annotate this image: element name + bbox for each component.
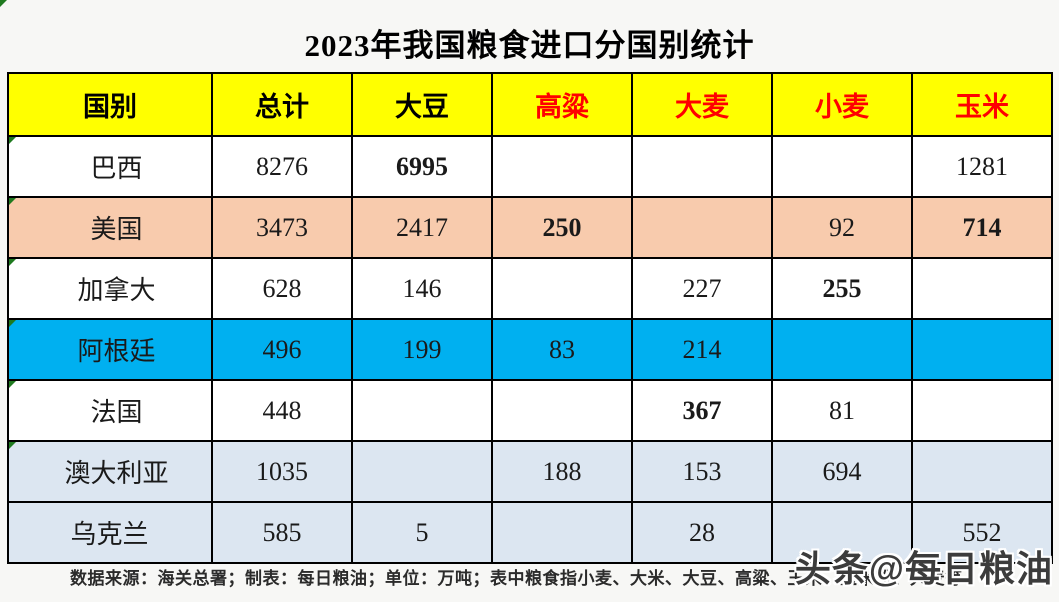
cell-corn: 714 bbox=[911, 196, 1053, 259]
cell-total: 1035 bbox=[211, 440, 353, 503]
cell-barley: 153 bbox=[631, 440, 773, 503]
cell-total: 496 bbox=[211, 318, 353, 381]
cell-sorghum bbox=[491, 379, 633, 442]
cell-wheat: 694 bbox=[771, 440, 913, 503]
cell-sorghum: 188 bbox=[491, 440, 633, 503]
cell-wheat: 81 bbox=[771, 379, 913, 442]
cell-total: 585 bbox=[211, 501, 353, 564]
page-title: 2023年我国粮食进口分国别统计 bbox=[304, 28, 755, 63]
cell-country: 乌克兰 bbox=[7, 501, 213, 564]
grain-import-table: 国别 总计 大豆 高粱 大麦 小麦 玉米 巴西 8276 6995 1281 美国 3473 2417 2… bbox=[7, 72, 1053, 564]
table-row: 澳大利亚 1035 188 153 694 bbox=[7, 440, 1053, 503]
cell-sorghum: 250 bbox=[491, 196, 633, 259]
table-row: 乌克兰 585 5 28 552 bbox=[7, 501, 1053, 564]
column-header-soybean: 大豆 bbox=[351, 72, 493, 137]
footer-note: 数据来源：海关总署；制表：每日粮油；单位：万吨；表中粮食指小麦、大米、大豆、高粱… bbox=[70, 569, 963, 588]
cell-sorghum bbox=[491, 257, 633, 320]
cell-soybean bbox=[351, 379, 493, 442]
column-header-corn: 玉米 bbox=[911, 72, 1053, 137]
cell-soybean: 2417 bbox=[351, 196, 493, 259]
cell-barley: 227 bbox=[631, 257, 773, 320]
cell-total: 3473 bbox=[211, 196, 353, 259]
cell-corn bbox=[911, 379, 1053, 442]
cell-total: 8276 bbox=[211, 135, 353, 198]
watermark: 头条@每日粮油 bbox=[794, 548, 1053, 589]
cell-soybean: 146 bbox=[351, 257, 493, 320]
column-header-sorghum: 高粱 bbox=[491, 72, 633, 137]
table-row: 美国 3473 2417 250 92 714 bbox=[7, 196, 1053, 259]
cell-country: 阿根廷 bbox=[7, 318, 213, 381]
cell-wheat bbox=[771, 318, 913, 381]
cell-soybean bbox=[351, 440, 493, 503]
cell-barley: 367 bbox=[631, 379, 773, 442]
cell-sorghum bbox=[491, 501, 633, 564]
cell-wheat: 92 bbox=[771, 196, 913, 259]
table-header: 国别 总计 大豆 高粱 大麦 小麦 玉米 bbox=[7, 72, 1053, 137]
column-header-country: 国别 bbox=[7, 72, 213, 137]
cell-country: 澳大利亚 bbox=[7, 440, 213, 503]
cell-soybean: 5 bbox=[351, 501, 493, 564]
cell-wheat: 255 bbox=[771, 257, 913, 320]
cell-total: 448 bbox=[211, 379, 353, 442]
excel-corner-marker bbox=[0, 0, 7, 7]
table-row: 加拿大 628 146 227 255 bbox=[7, 257, 1053, 320]
cell-corn bbox=[911, 318, 1053, 381]
cell-corn bbox=[911, 257, 1053, 320]
cell-sorghum bbox=[491, 135, 633, 198]
cell-country: 法国 bbox=[7, 379, 213, 442]
column-header-barley: 大麦 bbox=[631, 72, 773, 137]
table-row: 阿根廷 496 199 83 214 bbox=[7, 318, 1053, 381]
cell-barley bbox=[631, 196, 773, 259]
column-header-total: 总计 bbox=[211, 72, 353, 137]
cell-country: 巴西 bbox=[7, 135, 213, 198]
cell-soybean: 6995 bbox=[351, 135, 493, 198]
header-row: 国别 总计 大豆 高粱 大麦 小麦 玉米 bbox=[7, 72, 1053, 137]
cell-wheat bbox=[771, 135, 913, 198]
cell-barley bbox=[631, 135, 773, 198]
table-row: 巴西 8276 6995 1281 bbox=[7, 135, 1053, 198]
cell-corn: 552 bbox=[911, 501, 1053, 564]
table-row: 法国 448 367 81 bbox=[7, 379, 1053, 442]
cell-barley: 28 bbox=[631, 501, 773, 564]
column-header-wheat: 小麦 bbox=[771, 72, 913, 137]
cell-sorghum: 83 bbox=[491, 318, 633, 381]
cell-total: 628 bbox=[211, 257, 353, 320]
cell-corn bbox=[911, 440, 1053, 503]
cell-soybean: 199 bbox=[351, 318, 493, 381]
table-body: 巴西 8276 6995 1281 美国 3473 2417 250 92 714 加拿大 628 14… bbox=[7, 135, 1053, 564]
cell-country: 美国 bbox=[7, 196, 213, 259]
cell-country: 加拿大 bbox=[7, 257, 213, 320]
cell-wheat bbox=[771, 501, 913, 564]
cell-corn: 1281 bbox=[911, 135, 1053, 198]
cell-barley: 214 bbox=[631, 318, 773, 381]
